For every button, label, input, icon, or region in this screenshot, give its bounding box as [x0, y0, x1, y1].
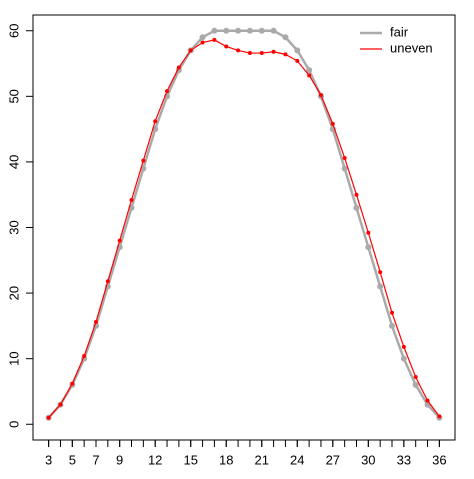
- point: [165, 89, 170, 94]
- point: [223, 27, 230, 34]
- point: [271, 49, 276, 54]
- point: [58, 402, 63, 407]
- x-tick-label: 9: [116, 452, 123, 467]
- point: [294, 47, 301, 54]
- point: [70, 381, 75, 386]
- y-tick-label: 0: [6, 421, 21, 428]
- point: [390, 310, 395, 315]
- point: [283, 52, 288, 57]
- x-tick-label: 15: [183, 452, 197, 467]
- x-tick-label: 18: [219, 452, 233, 467]
- point: [365, 244, 372, 251]
- point: [235, 27, 242, 34]
- y-tick-label: 20: [6, 286, 21, 300]
- point: [413, 375, 418, 380]
- point: [353, 204, 360, 211]
- point: [270, 27, 277, 34]
- point: [199, 34, 206, 41]
- point: [330, 121, 335, 126]
- point: [258, 27, 265, 34]
- point: [354, 192, 359, 197]
- x-tick-label: 27: [326, 452, 340, 467]
- point: [93, 319, 98, 324]
- point: [437, 414, 442, 419]
- point: [200, 40, 205, 45]
- x-tick-label: 7: [92, 452, 99, 467]
- point: [306, 67, 313, 74]
- point: [188, 48, 193, 53]
- series-line: [47, 29, 441, 419]
- x-tick-label: 30: [361, 452, 375, 467]
- point: [129, 197, 134, 202]
- point: [307, 73, 312, 78]
- point: [141, 158, 146, 163]
- x-tick-label: 3: [45, 452, 52, 467]
- point: [318, 93, 323, 98]
- point: [247, 51, 252, 56]
- point: [401, 344, 406, 349]
- point: [212, 37, 217, 42]
- legend-label: uneven: [390, 40, 433, 55]
- plot-frame: [32, 14, 456, 441]
- point: [425, 398, 430, 403]
- y-tick-label: 60: [6, 24, 21, 38]
- point: [377, 283, 384, 290]
- point: [82, 354, 87, 359]
- x-tick-label: 36: [432, 452, 446, 467]
- point: [259, 51, 264, 56]
- x-tick-label: 24: [290, 452, 304, 467]
- y-tick-label: 50: [6, 89, 21, 103]
- point: [246, 27, 253, 34]
- x-tick-label: 21: [255, 452, 269, 467]
- point: [412, 381, 419, 388]
- x-tick-label: 5: [69, 452, 76, 467]
- y-tick-label: 40: [6, 155, 21, 169]
- point: [378, 270, 383, 275]
- point: [46, 415, 51, 420]
- legend-label: fair: [390, 24, 409, 39]
- point: [295, 58, 300, 63]
- point: [153, 119, 158, 124]
- series-line: [48, 39, 440, 419]
- x-tick-label: 33: [397, 452, 411, 467]
- point: [176, 65, 181, 70]
- point: [342, 155, 347, 160]
- point: [366, 230, 371, 235]
- y-tick-label: 30: [6, 220, 21, 234]
- point: [282, 34, 289, 41]
- x-tick-label: 12: [148, 452, 162, 467]
- y-tick-label: 10: [6, 351, 21, 365]
- point: [224, 44, 229, 49]
- point: [211, 27, 218, 34]
- point: [236, 48, 241, 53]
- point: [341, 165, 348, 172]
- point: [105, 279, 110, 284]
- point: [389, 322, 396, 329]
- point: [400, 355, 407, 362]
- point: [117, 238, 122, 243]
